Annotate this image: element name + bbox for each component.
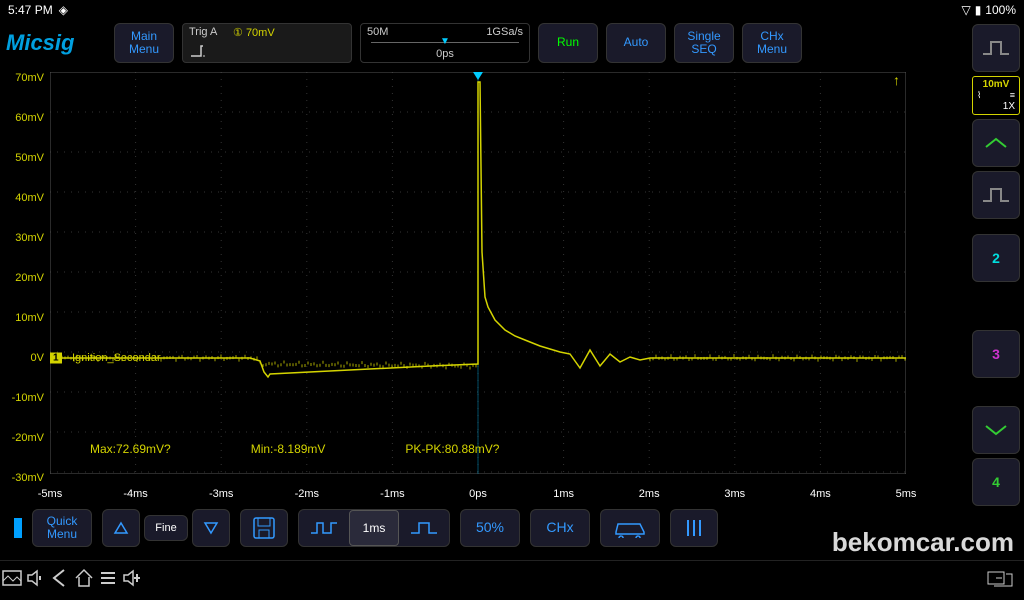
cursor-button[interactable]: [670, 509, 718, 547]
trigger-position: 0ps: [436, 48, 454, 60]
y-axis-labels: 70mV60mV50mV40mV30mV20mV10mV0V-10mV-20mV…: [0, 66, 48, 476]
chx-menu-button[interactable]: CHx Menu: [742, 23, 802, 63]
ch1-probe: 1X: [975, 101, 1017, 112]
waveform-label: Ignition_Secondar: [72, 352, 161, 364]
recent-icon[interactable]: [986, 568, 1014, 593]
ch4-button[interactable]: 4: [972, 458, 1020, 506]
ch3-button[interactable]: 3: [972, 330, 1020, 378]
measurement-pkpk: PK-PK:80.88mV?: [405, 442, 499, 456]
cursor-icon: [682, 516, 706, 540]
fifty-percent-button[interactable]: 50%: [460, 509, 520, 547]
ch1-scale: 10mV: [975, 79, 1017, 90]
ch1-zero-marker: 1: [50, 353, 62, 364]
timebase-value[interactable]: 1ms: [349, 510, 399, 546]
ch1-indicator[interactable]: 10mV ⌇ ≡ 1X: [972, 76, 1020, 115]
ch1-impedance-icon: ≡: [1010, 90, 1015, 101]
main-menu-button[interactable]: Main Menu: [114, 23, 174, 63]
run-button[interactable]: Run: [538, 23, 598, 63]
trigger-arrow-icon: ↑: [893, 72, 900, 88]
scale-down-button[interactable]: [192, 509, 230, 547]
scope-grid: [50, 72, 906, 474]
trigger-info[interactable]: Trig A ① 70mV: [182, 23, 352, 63]
single-seq-button[interactable]: Single SEQ: [674, 23, 734, 63]
timebase-zoom-out-button[interactable]: [299, 510, 349, 546]
wave-shape-button-1[interactable]: [972, 24, 1020, 72]
logo: Micsig: [6, 30, 106, 56]
trigger-edge-icon: [189, 44, 219, 58]
scope-display[interactable]: 70mV60mV50mV40mV30mV20mV10mV0V-10mV-20mV…: [0, 66, 960, 486]
trigger-level: 70mV: [246, 27, 275, 39]
back-icon[interactable]: [48, 566, 72, 595]
gallery-icon[interactable]: [0, 566, 24, 595]
timebase-info[interactable]: 50M 1GSa/s ▼ 0ps: [360, 23, 530, 63]
ch1-coupling-icon: ⌇: [977, 90, 981, 101]
menu-icon[interactable]: [96, 566, 120, 595]
volume-down-icon[interactable]: [24, 566, 48, 595]
timebase-control: 1ms: [298, 509, 450, 547]
trigger-pos-marker: ▼: [440, 36, 450, 47]
car-icon: [612, 518, 648, 538]
chx-button[interactable]: CHx: [530, 509, 590, 547]
volume-up-icon[interactable]: [120, 566, 144, 595]
scale-up-button[interactable]: [102, 509, 140, 547]
battery-icon: ▮: [975, 3, 982, 17]
wifi-icon: ◈: [59, 3, 68, 17]
battery-percent: 100%: [985, 3, 1016, 17]
save-button[interactable]: [240, 509, 288, 547]
bottom-toolbar: Quick Menu Fine 1ms 50% CHx: [0, 506, 960, 550]
x-axis-labels: -5ms-4ms-3ms-2ms-1ms0ps1ms2ms3ms4ms5ms: [50, 488, 906, 504]
ch1-up-button[interactable]: [972, 119, 1020, 167]
auto-button[interactable]: Auto: [606, 23, 666, 63]
measurement-min: Min:-8.189mV: [251, 442, 326, 456]
timebase-zoom-in-button[interactable]: [399, 510, 449, 546]
fine-button[interactable]: Fine: [144, 515, 188, 541]
android-nav-bar: [0, 560, 1024, 600]
wave-shape-button-2[interactable]: [972, 171, 1020, 219]
sample-rate: 1GSa/s: [486, 26, 523, 38]
watermark: bekomcar.com: [832, 527, 1014, 558]
save-icon: [251, 515, 277, 541]
sample-depth: 50M: [367, 26, 388, 38]
channel-panel: 10mV ⌇ ≡ 1X 2 3 4: [968, 20, 1024, 510]
status-time: 5:47 PM: [8, 3, 53, 17]
car-button[interactable]: [600, 509, 660, 547]
measurement-max: Max:72.69mV?: [90, 442, 171, 456]
ch2-button[interactable]: 2: [972, 234, 1020, 282]
trigger-channel-indicator: ①: [233, 27, 243, 39]
signal-icon: ▽: [961, 3, 970, 17]
device-battery-icon: [14, 518, 22, 538]
ch1-down-button[interactable]: [972, 406, 1020, 454]
home-icon[interactable]: [72, 566, 96, 595]
quick-menu-button[interactable]: Quick Menu: [32, 509, 92, 547]
measurements: Max:72.69mV? Min:-8.189mV PK-PK:80.88mV?: [90, 442, 499, 456]
